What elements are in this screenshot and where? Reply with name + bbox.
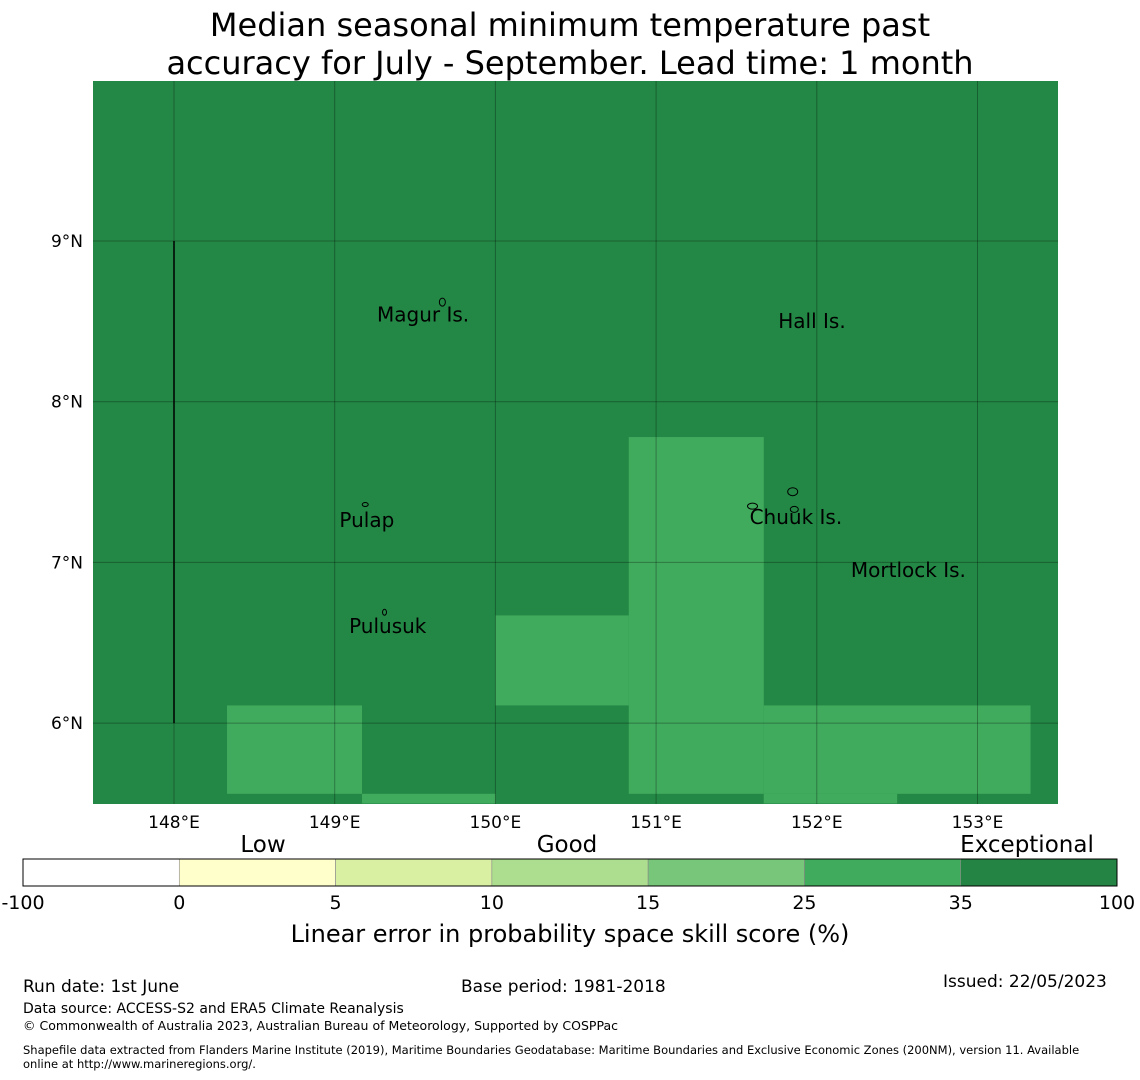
title-line-1: Median seasonal minimum temperature past	[209, 6, 931, 44]
colorbar-tick-label: 25	[792, 892, 816, 914]
shapefile-credit-line-1: Shapefile data extracted from Flanders M…	[23, 1043, 1080, 1057]
title-line-2: accuracy for July - September. Lead time…	[166, 44, 974, 82]
lon-tick-label: 152°E	[791, 813, 843, 833]
issued-date: Issued: 22/05/2023	[943, 972, 1107, 992]
lon-tick-label: 153°E	[952, 813, 1004, 833]
colorbar-tick-label: 5	[330, 892, 342, 914]
chuuk-island-outline-2	[789, 505, 799, 513]
chart-title: Median seasonal minimum temperature past…	[0, 6, 1140, 82]
colorbar-frame	[22, 858, 1118, 887]
place-label: Magur Is.	[377, 302, 469, 326]
colorbar: -100 0 5 10 15 25 35 100 Low Good Exceptional Linea…	[1, 832, 1135, 948]
pulusuk-island-outline	[382, 608, 388, 616]
copyright: © Commonwealth of Australia 2023, Austra…	[23, 1018, 618, 1033]
lon-tick-label: 151°E	[630, 813, 682, 833]
colorbar-segment	[178, 858, 336, 887]
place-label: Pulusuk	[349, 614, 427, 638]
place-label: Chuuk Is.	[750, 505, 843, 529]
skill-cell	[362, 793, 496, 804]
lon-tick-label: 148°E	[148, 813, 200, 833]
colorbar-segment	[960, 858, 1118, 887]
lat-tick-label: 6°N	[51, 714, 83, 734]
base-period: Base period: 1981-2018	[461, 977, 666, 997]
colorbar-category-label: Exceptional	[960, 832, 1094, 858]
lat-tick-label: 8°N	[51, 393, 83, 413]
place-label: Pulap	[339, 508, 394, 532]
skill-cell	[227, 705, 363, 794]
place-label: Hall Is.	[778, 309, 845, 333]
skill-cell	[495, 615, 629, 706]
colorbar-segment	[22, 858, 180, 887]
map-layer: Magur Is. Hall Is. Pulap Chuuk Is. Mortlock …	[51, 81, 1058, 833]
lon-tick-label: 149°E	[309, 813, 361, 833]
lon-tick-label: 150°E	[470, 813, 522, 833]
colorbar-tick-label: 35	[949, 892, 973, 914]
place-label: Mortlock Is.	[851, 558, 966, 582]
chuuk-reef-outline	[747, 502, 759, 510]
colorbar-category-label: Low	[240, 832, 285, 858]
data-source: Data source: ACCESS-S2 and ERA5 Climate …	[23, 1001, 404, 1017]
skill-cells: Magur Is. Hall Is. Pulap Chuuk Is. Mortlock …	[93, 81, 1058, 804]
colorbar-axis-label: Linear error in probability space skill …	[291, 920, 850, 948]
colorbar-tick-label: 100	[1099, 892, 1135, 914]
colorbar-segment	[335, 858, 493, 887]
magur-island-outline	[438, 297, 446, 307]
colorbar-tick-label: 0	[173, 892, 185, 914]
colorbar-tick-label: 10	[480, 892, 504, 914]
colorbar-segment	[491, 858, 649, 887]
pulap-island-outline	[361, 502, 369, 508]
skill-cell	[763, 793, 898, 804]
lat-tick-label: 7°N	[51, 553, 83, 573]
colorbar-category-label: Good	[537, 832, 598, 858]
colorbar-segment	[647, 858, 805, 887]
colorbar-segment	[804, 858, 962, 887]
run-date: Run date: 1st June	[23, 977, 180, 997]
colorbar-tick-label: -100	[1, 892, 44, 914]
skill-cell	[628, 437, 764, 794]
skill-cell	[763, 705, 1031, 794]
chuuk-island-outline	[787, 487, 799, 497]
lat-tick-label: 9°N	[51, 232, 83, 252]
colorbar-tick-label: 15	[636, 892, 660, 914]
shapefile-credit-line-2: online at http://www.marineregions.org/.	[23, 1057, 256, 1071]
